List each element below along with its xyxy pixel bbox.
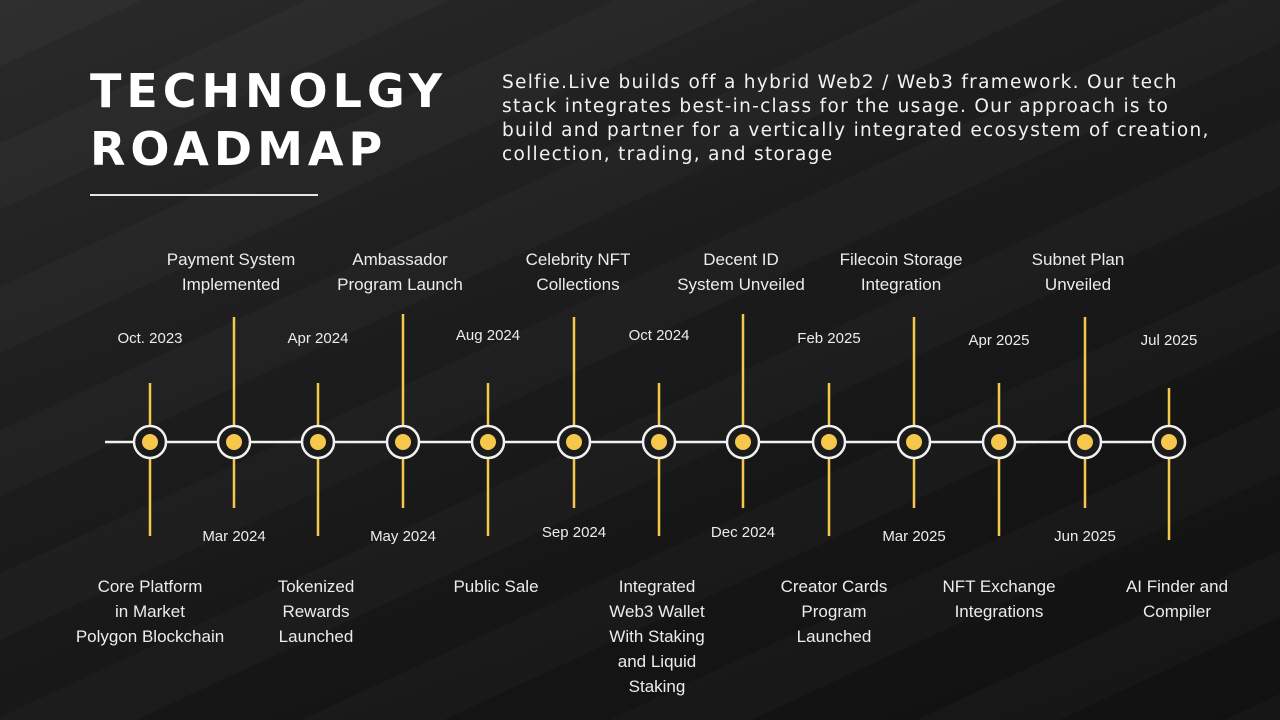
timeline-node-dot (821, 434, 837, 450)
timeline-date: Apr 2024 (287, 330, 349, 347)
timeline-date: Mar 2025 (882, 528, 946, 545)
milestone-line: Launched (278, 627, 354, 646)
milestone-line: Program Launch (337, 275, 463, 294)
title-line-1: TECHNOLGY (90, 64, 448, 118)
milestone-line: Staking (628, 677, 686, 696)
timeline-milestone: Decent ID System Unveiled (651, 247, 831, 297)
timeline-milestone: AI Finder and Compiler (1087, 574, 1267, 624)
title-underline (90, 194, 318, 196)
timeline-milestone: Subnet Plan Unveiled (988, 247, 1168, 297)
timeline-milestone: Core Platform in Market Polygon Blockchain (60, 574, 240, 649)
milestone-line: Public Sale (453, 577, 539, 596)
timeline-node-dot (906, 434, 922, 450)
milestone-line: Ambassador (352, 250, 448, 269)
milestone-line: Compiler (1142, 602, 1212, 621)
timeline-date: Oct 2024 (628, 327, 690, 344)
page-title: TECHNOLGY ROADMAP (90, 62, 447, 178)
timeline-node-dot (991, 434, 1007, 450)
timeline-node-dot (566, 434, 582, 450)
timeline-date: Feb 2025 (797, 330, 861, 347)
timeline-date: Oct. 2023 (117, 330, 183, 347)
timeline-date: Aug 2024 (455, 327, 521, 344)
milestone-line: Collections (536, 275, 620, 294)
timeline-node-dot (226, 434, 242, 450)
milestone-line: Launched (796, 627, 872, 646)
milestone-line: Core Platform (97, 577, 203, 596)
milestone-line: Integrations (954, 602, 1044, 621)
timeline-date: May 2024 (370, 528, 436, 545)
timeline-node-dot (735, 434, 751, 450)
milestone-line: Polygon Blockchain (75, 627, 225, 646)
milestone-line: Implemented (181, 275, 281, 294)
timeline-milestone: Celebrity NFT Collections (488, 247, 668, 297)
timeline-date: Apr 2025 (968, 332, 1030, 349)
milestone-line: Integrated (618, 577, 696, 596)
timeline-milestone: Tokenized Rewards Launched (226, 574, 406, 649)
milestone-line: Program (801, 602, 867, 621)
timeline-date: Sep 2024 (541, 524, 607, 541)
milestone-line: Celebrity NFT (525, 250, 631, 269)
title-line-2: ROADMAP (90, 122, 388, 176)
milestone-line: AI Finder and (1125, 577, 1229, 596)
milestone-line: Web3 Wallet (609, 602, 705, 621)
timeline-node-dot (1161, 434, 1177, 450)
milestone-line: Subnet Plan (1031, 250, 1125, 269)
milestone-line: in Market (115, 602, 185, 621)
milestone-line: Creator Cards (780, 577, 888, 596)
timeline-milestone: Creator Cards Program Launched (744, 574, 924, 649)
timeline-milestone: Integrated Web3 Wallet With Staking and Liq… (567, 574, 747, 699)
milestone-line: NFT Exchange (942, 577, 1056, 596)
timeline-milestone: Public Sale (406, 574, 586, 599)
timeline-milestone: Filecoin Storage Integration (811, 247, 991, 297)
milestone-line: Rewards (282, 602, 350, 621)
milestone-line: System Unveiled (677, 275, 805, 294)
milestone-line: Decent ID (703, 250, 779, 269)
milestone-line: Integration (860, 275, 942, 294)
timeline-node-dot (1077, 434, 1093, 450)
milestone-line: Payment System (166, 250, 296, 269)
timeline-node-dot (310, 434, 326, 450)
timeline-date: Jul 2025 (1140, 332, 1198, 349)
timeline-milestone: Payment System Implemented (141, 247, 321, 297)
timeline-date: Jun 2025 (1054, 528, 1116, 545)
milestone-line: Tokenized (277, 577, 355, 596)
timeline-date: Dec 2024 (710, 524, 776, 541)
timeline-milestone: Ambassador Program Launch (310, 247, 490, 297)
milestone-line: With Staking (609, 627, 705, 646)
intro-paragraph: Selfie.Live builds off a hybrid Web2 / W… (502, 72, 1210, 165)
timeline-node-dot (395, 434, 411, 450)
timeline-node-dot (142, 434, 158, 450)
timeline-milestone: NFT Exchange Integrations (909, 574, 1089, 624)
timeline-date: Mar 2024 (202, 528, 266, 545)
milestone-line: and Liquid (617, 652, 697, 671)
milestone-line: Unveiled (1044, 275, 1112, 294)
timeline-node-dot (480, 434, 496, 450)
timeline-node-dot (651, 434, 667, 450)
milestone-line: Filecoin Storage (839, 250, 963, 269)
